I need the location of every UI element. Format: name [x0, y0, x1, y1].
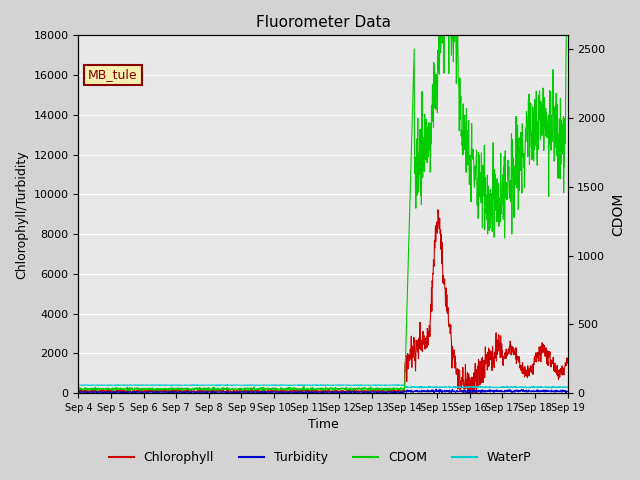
Title: Fluorometer Data: Fluorometer Data [255, 15, 390, 30]
Y-axis label: Chlorophyll/Turbidity: Chlorophyll/Turbidity [15, 150, 28, 278]
Text: MB_tule: MB_tule [88, 68, 138, 81]
Legend: Chlorophyll, Turbidity, CDOM, WaterP: Chlorophyll, Turbidity, CDOM, WaterP [104, 446, 536, 469]
X-axis label: Time: Time [308, 419, 339, 432]
Y-axis label: CDOM: CDOM [611, 192, 625, 236]
